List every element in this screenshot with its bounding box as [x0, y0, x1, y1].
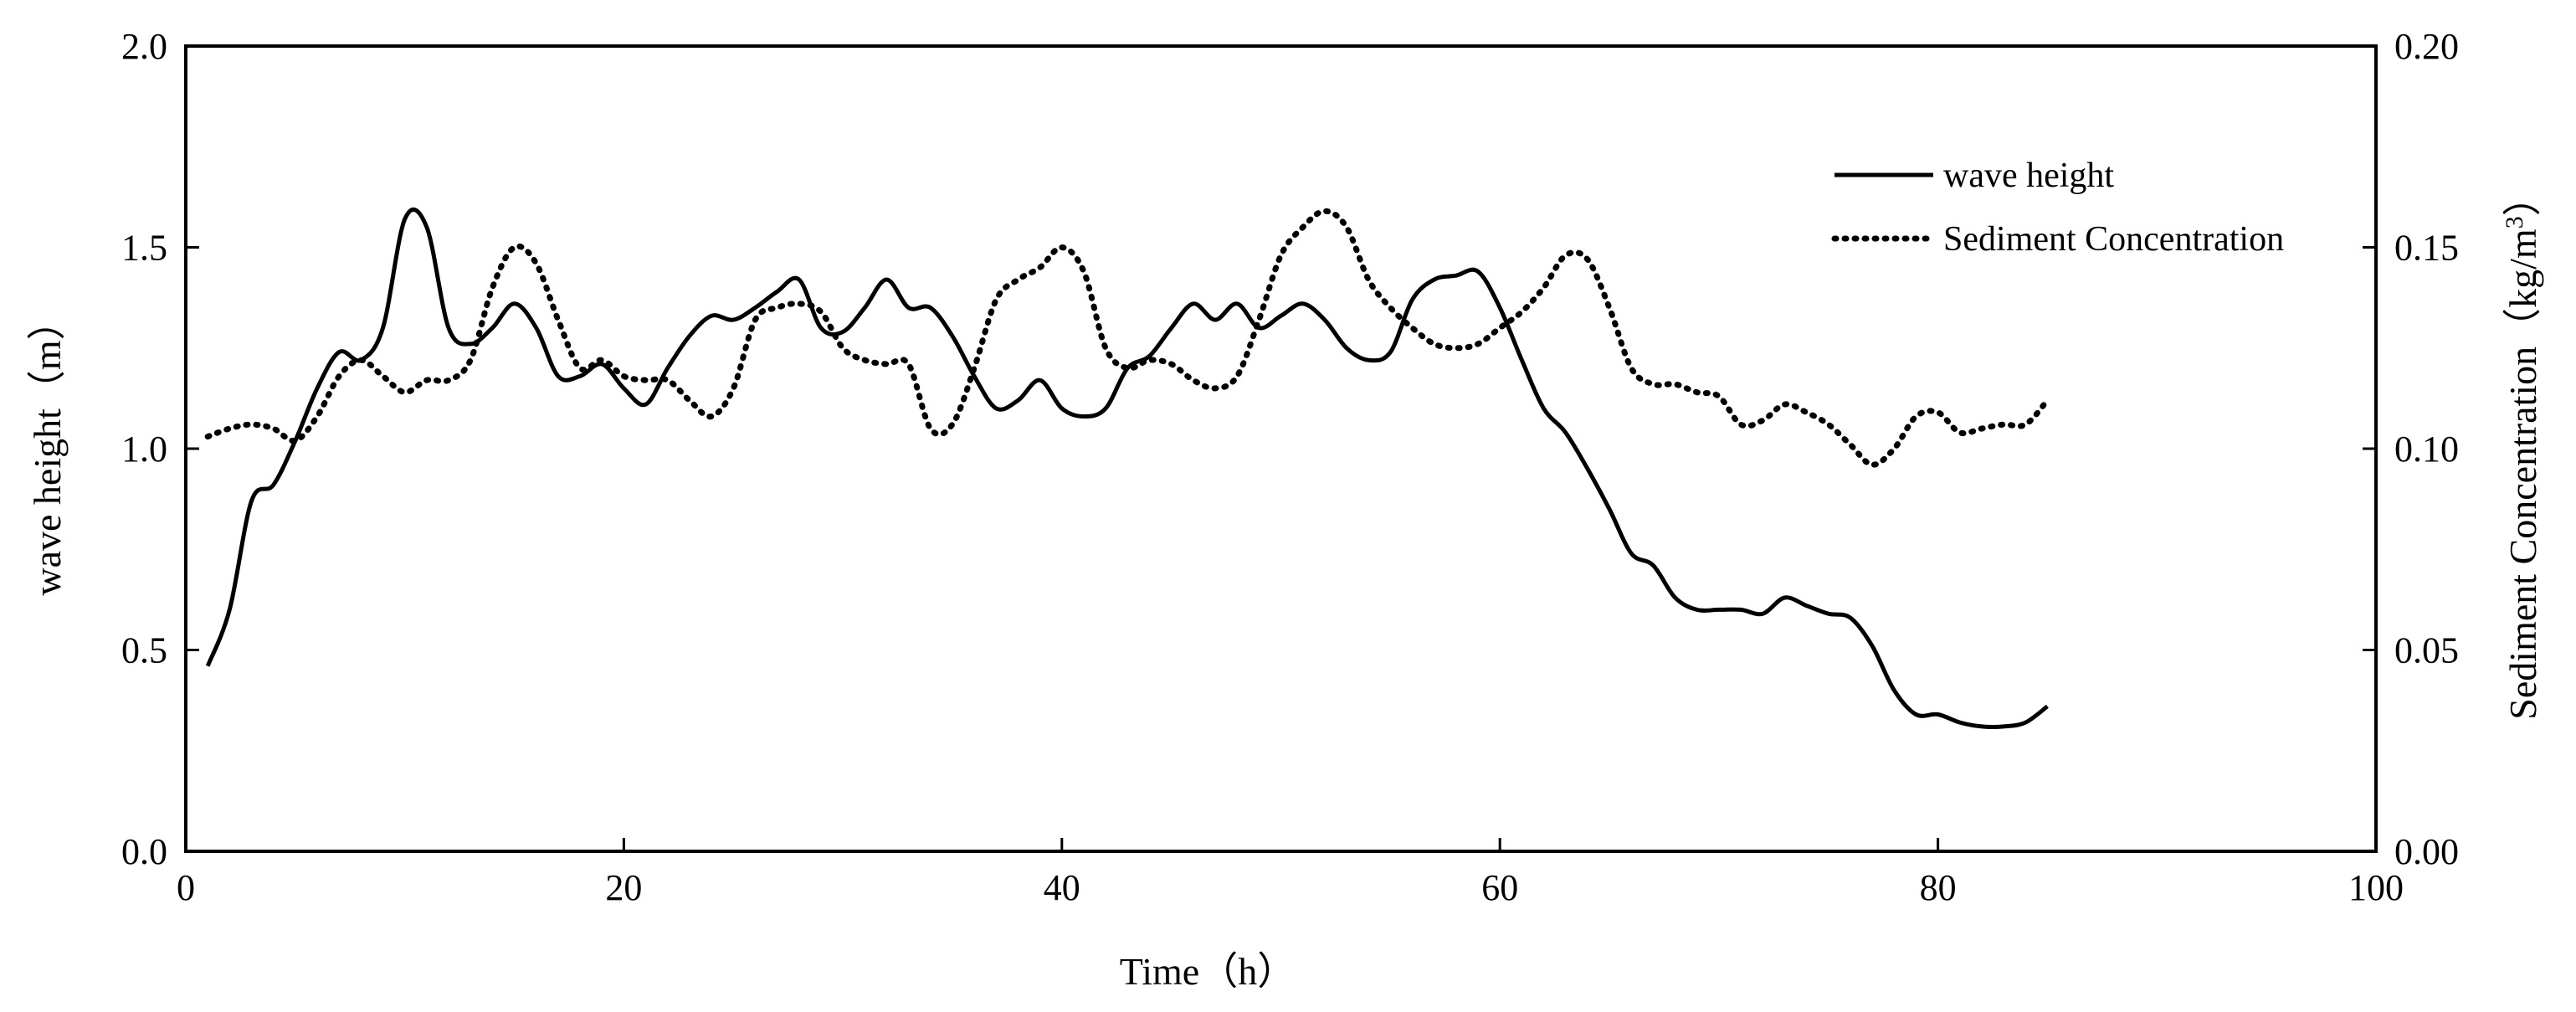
- tick-labels: 0 20 40 60 80 100 0.0 0.5 1.0 1.5 2.0 0.00 0.05 0.10 0…: [121, 26, 2459, 908]
- x-tick-label-2: 40: [1044, 867, 1080, 908]
- x-tick-label-5: 100: [2348, 867, 2404, 908]
- y2-tick-label-4: 0.20: [2394, 26, 2459, 67]
- y-axis-title: wave height（m）: [26, 301, 69, 595]
- y2-tick-label-3: 0.15: [2394, 228, 2459, 269]
- y2-tick-label-2: 0.10: [2394, 429, 2459, 470]
- x-tick-label-1: 20: [605, 867, 642, 908]
- y2-axis-title: Sediment Concentration（kg/m3）: [2501, 177, 2544, 719]
- y2-axis-title-sup: 3: [2501, 216, 2528, 229]
- legend: wave height Sediment Concentration: [1831, 157, 2284, 259]
- x-tick-label-0: 0: [177, 867, 195, 908]
- x-axis-title: Time（h）: [1120, 950, 1296, 993]
- tick-marks: [184, 44, 2378, 853]
- x-tick-label-3: 60: [1481, 867, 1518, 908]
- x-tick-label-4: 80: [1920, 867, 1957, 908]
- y-tick-label-4: 2.0: [121, 26, 167, 67]
- y-tick-label-2: 1.0: [121, 429, 167, 470]
- y2-axis-title-end: ）: [2502, 177, 2544, 216]
- y2-tick-label-0: 0.00: [2394, 831, 2459, 872]
- y-tick-label-1: 0.5: [121, 630, 167, 671]
- legend-label-wave-height: wave height: [1943, 157, 2114, 195]
- y-tick-label-0: 0.0: [121, 831, 167, 872]
- series-wave-height-line: [205, 207, 2049, 729]
- legend-label-sediment: Sediment Concentration: [1943, 220, 2284, 259]
- y-tick-label-3: 1.5: [121, 228, 167, 269]
- y2-axis-title-main: Sediment Concentration（kg/m: [2502, 229, 2544, 720]
- y2-tick-label-1: 0.05: [2394, 630, 2459, 671]
- series-layer: [204, 207, 2050, 729]
- series-sediment-concentration-line: [204, 208, 2050, 468]
